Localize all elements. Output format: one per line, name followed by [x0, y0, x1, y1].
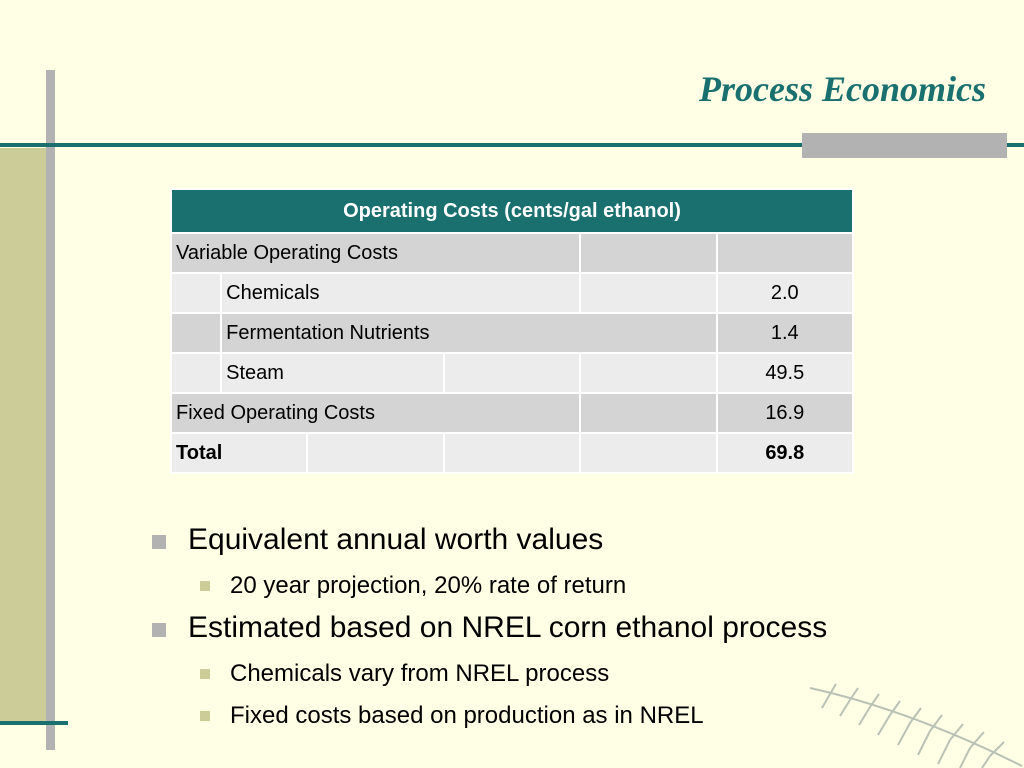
slide-title: Process Economics [699, 69, 986, 109]
row-value: 1.4 [715, 312, 855, 354]
indent-cell [169, 312, 223, 354]
table-header-row: Operating Costs (cents/gal ethanol) [170, 188, 854, 234]
sub-bullet-text: Fixed costs based on production as in NR… [230, 702, 704, 729]
empty-cell [442, 432, 582, 474]
bottom-left-line [0, 721, 68, 725]
list-item: Equivalent annual worth values [150, 520, 827, 566]
sub-bullet-text: Chemicals vary from NREL process [230, 660, 610, 687]
table-header: Operating Costs (cents/gal ethanol) [170, 188, 854, 234]
bullet-text: Equivalent annual worth values [188, 523, 604, 556]
bullet-text: Estimated based on NREL corn ethanol pro… [188, 611, 828, 644]
row-label: Variable Operating Costs [169, 232, 582, 274]
sub-bullet-text: 20 year projection, 20% rate of return [230, 572, 627, 599]
square-bullet-icon [152, 535, 166, 549]
empty-cell [579, 272, 718, 314]
list-item: Fixed costs based on production as in NR… [150, 696, 827, 738]
table-row: Fermentation Nutrients 1.4 [169, 312, 855, 354]
bullet-list: Equivalent annual worth values 20 year p… [150, 520, 827, 738]
square-bullet-icon [200, 711, 210, 721]
empty-cell [579, 232, 718, 274]
row-label: Fixed Operating Costs [169, 392, 582, 434]
empty-cell [579, 352, 718, 394]
empty-cell [306, 432, 445, 474]
square-bullet-icon [152, 623, 166, 637]
left-decorative-band [0, 148, 46, 723]
list-item: Chemicals vary from NREL process [150, 654, 827, 696]
fern-frond-icon [809, 683, 1023, 768]
list-item: Estimated based on NREL corn ethanol pro… [150, 608, 827, 654]
row-value: 49.5 [715, 352, 855, 394]
total-label: Total [169, 432, 309, 474]
list-item: 20 year projection, 20% rate of return [150, 566, 827, 608]
row-label: Chemicals [220, 272, 582, 314]
title-underline [0, 143, 1024, 147]
indent-cell [169, 272, 223, 314]
square-bullet-icon [200, 581, 210, 591]
operating-costs-table: Operating Costs (cents/gal ethanol) Vari… [169, 188, 855, 474]
table-row: Steam 49.5 [169, 352, 855, 394]
square-bullet-icon [200, 669, 210, 679]
empty-cell [579, 392, 718, 434]
row-value: 2.0 [715, 272, 855, 314]
total-value: 69.8 [715, 432, 855, 474]
empty-cell [579, 432, 718, 474]
table-row: Chemicals 2.0 [169, 272, 855, 314]
indent-cell [169, 352, 223, 394]
empty-cell [715, 232, 855, 274]
table-row: Fixed Operating Costs 16.9 [169, 392, 855, 434]
row-label: Steam [220, 352, 445, 394]
row-label: Fermentation Nutrients [220, 312, 718, 354]
row-value: 16.9 [715, 392, 855, 434]
table-row: Total 69.8 [169, 432, 855, 474]
title-accent-block [802, 133, 1007, 158]
table-row: Variable Operating Costs [169, 232, 855, 274]
vertical-accent-bar [46, 70, 55, 750]
empty-cell [442, 352, 582, 394]
